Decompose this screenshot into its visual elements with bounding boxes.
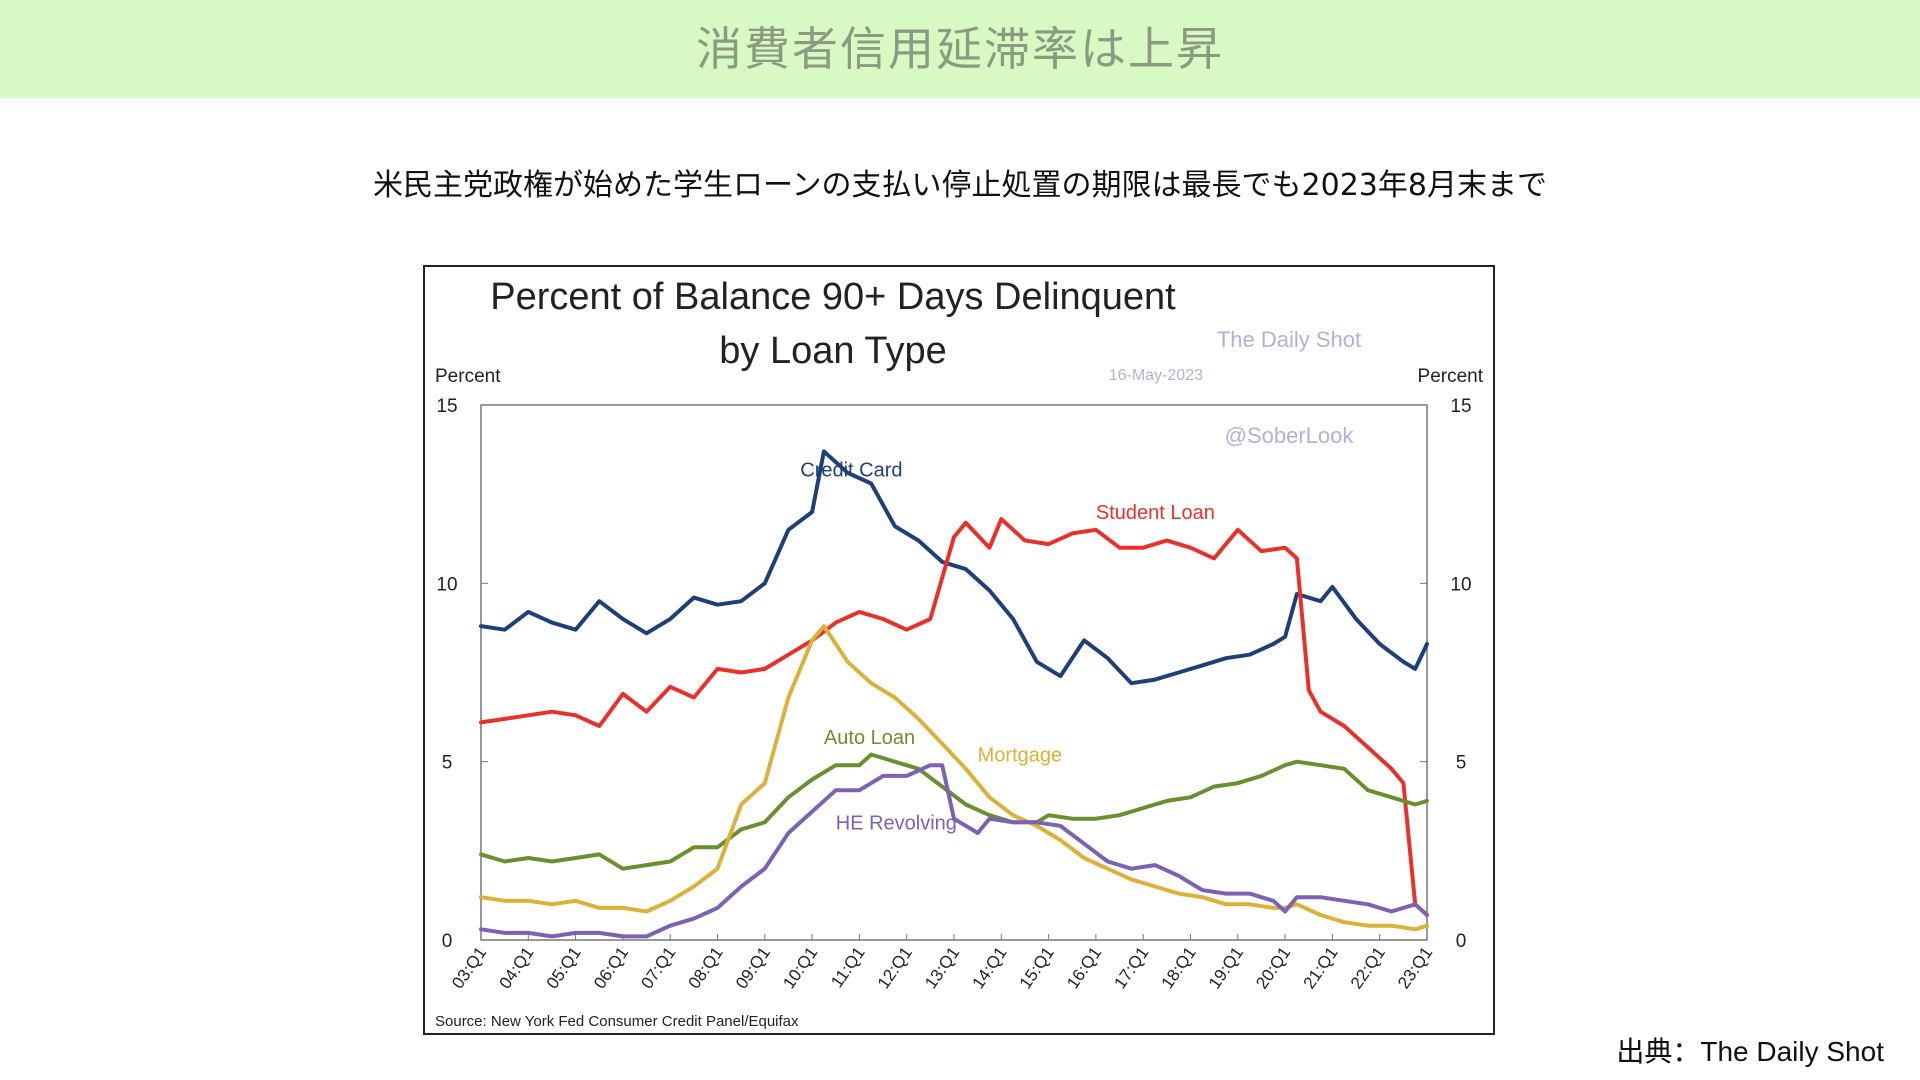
y-tick-label-right-2: 10 xyxy=(1450,574,1471,595)
x-tick-label-14: 17:Q1 xyxy=(1110,943,1152,992)
series-label-student-loan: Student Loan xyxy=(1096,502,1215,524)
y-tick-label-right-0: 0 xyxy=(1456,931,1467,952)
x-tick-label-18: 21:Q1 xyxy=(1300,943,1342,992)
watermark-line-1: The Daily Shot xyxy=(1217,327,1361,352)
x-tick-label-19: 22:Q1 xyxy=(1347,943,1389,992)
series-line-he-revolving xyxy=(479,763,1429,939)
chart-title-line2: by Loan Type xyxy=(719,330,946,372)
chart-frame: Percent of Balance 90+ Days Delinquent b… xyxy=(423,265,1495,1035)
series-line-credit-card xyxy=(479,449,1429,686)
x-tick-label-9: 12:Q1 xyxy=(874,943,916,992)
y-tick-label-right-3: 15 xyxy=(1450,396,1471,417)
x-tick-label-10: 13:Q1 xyxy=(921,943,963,992)
watermark-line-2: 16-May-2023 xyxy=(1109,367,1203,384)
x-tick-label-4: 07:Q1 xyxy=(637,943,679,992)
series-label-credit-card: Credit Card xyxy=(800,459,902,481)
x-tick-label-20: 23:Q1 xyxy=(1394,943,1436,992)
header-banner: 消費者信用延滞率は上昇 xyxy=(0,0,1920,98)
watermark-line-3: @SoberLook xyxy=(1225,423,1355,448)
x-tick-label-5: 08:Q1 xyxy=(685,943,727,992)
chart-svg: Percent of Balance 90+ Days Delinquent b… xyxy=(435,276,1484,1030)
chart-source: Source: New York Fed Consumer Credit Pan… xyxy=(435,1013,799,1030)
x-tick-label-12: 15:Q1 xyxy=(1016,943,1058,992)
x-tick-label-1: 04:Q1 xyxy=(495,943,537,992)
x-tick-label-13: 16:Q1 xyxy=(1063,943,1105,992)
y-tick-label-left-2: 10 xyxy=(436,574,457,595)
y-tick-label-left-0: 0 xyxy=(442,931,453,952)
series-label-he-revolving: HE Revolving xyxy=(836,812,957,834)
plot-area: 0 0 5 5 10 10 15 15 03:Q1 04:Q1 05:Q1 06:Q1 07:Q1 08:… xyxy=(436,396,1471,992)
x-tick-label-3: 06:Q1 xyxy=(590,943,632,992)
x-tick-label-6: 09:Q1 xyxy=(732,943,774,992)
x-tick-label-0: 03:Q1 xyxy=(448,943,490,992)
y-axis-label-right: Percent xyxy=(1418,366,1484,387)
y-tick-label-left-1: 5 xyxy=(442,753,453,774)
series-label-mortgage: Mortgage xyxy=(978,745,1063,767)
x-tick-label-17: 20:Q1 xyxy=(1252,943,1294,992)
x-tick-label-2: 05:Q1 xyxy=(543,943,585,992)
page-title: 消費者信用延滞率は上昇 xyxy=(696,22,1224,76)
y-axis-label-left: Percent xyxy=(435,366,501,387)
series-line-mortgage xyxy=(479,624,1429,932)
x-tick-label-15: 18:Q1 xyxy=(1158,943,1200,992)
page-subtitle: 米民主党政権が始めた学生ローンの支払い停止処置の期限は最長でも2023年8月末ま… xyxy=(373,168,1547,203)
x-tick-label-16: 19:Q1 xyxy=(1205,943,1247,992)
source-credit: 出典：The Daily Shot xyxy=(1616,1036,1884,1067)
series-label-auto-loan: Auto Loan xyxy=(824,727,915,749)
x-tick-label-7: 10:Q1 xyxy=(779,943,821,992)
x-tick-label-11: 14:Q1 xyxy=(968,943,1010,992)
x-tick-label-8: 11:Q1 xyxy=(827,943,868,991)
plot-border xyxy=(480,404,1428,941)
y-tick-label-right-1: 5 xyxy=(1456,753,1467,774)
series-line-auto-loan xyxy=(479,752,1429,871)
chart-title: Percent of Balance 90+ Days Delinquent xyxy=(490,276,1176,318)
y-tick-label-left-3: 15 xyxy=(436,396,457,417)
series-line-student-loan xyxy=(479,517,1429,917)
